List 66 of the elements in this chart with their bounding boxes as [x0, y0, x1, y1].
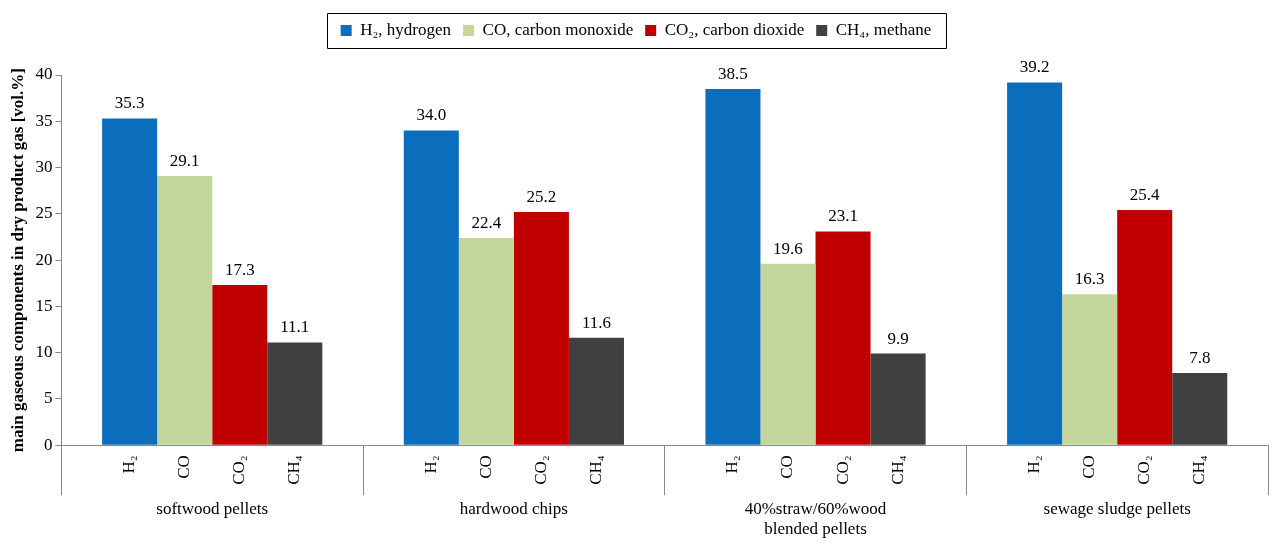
- y-tick-label: 15: [35, 295, 53, 315]
- x-tick-label: hardwood chips: [459, 498, 568, 518]
- text: CH₄: [887, 455, 907, 485]
- bar: [760, 263, 816, 445]
- data-label: 29.1: [169, 150, 200, 170]
- data-label: 19.6: [773, 238, 803, 258]
- bar: [458, 237, 514, 445]
- data-label: 9.9: [887, 328, 909, 348]
- x-tick-label: 40%straw/60%wood blended pellets: [744, 498, 887, 539]
- y-tick-label: 35: [35, 110, 53, 130]
- legend-label: H₂, hydrogen: [360, 19, 452, 39]
- data-label: 17.3: [224, 260, 255, 280]
- y-tick-label: 25: [35, 203, 53, 223]
- y-tick-label: 30: [35, 157, 53, 177]
- bar: [157, 175, 213, 445]
- data-label: 35.3: [114, 93, 145, 113]
- y-axis-title: main gaseous components in dry product gas [vol.%]: [7, 68, 27, 453]
- text: CO₂: [530, 455, 550, 485]
- bar: [403, 130, 459, 445]
- bar: [705, 88, 761, 445]
- text: CO₂: [229, 455, 249, 485]
- bar: [1062, 294, 1118, 445]
- data-label: 34.0: [416, 105, 447, 125]
- text: CO₂: [1134, 455, 1154, 485]
- x-tick-label: softwood pellets: [156, 498, 269, 518]
- data-label: 23.1: [828, 206, 858, 226]
- text: H₂: [119, 455, 139, 474]
- text: CO₂: [832, 455, 852, 485]
- y-tick-label: 40: [35, 64, 53, 84]
- bar: [1117, 210, 1173, 445]
- legend-label: CH₄, methane: [835, 19, 932, 39]
- bar: [815, 231, 871, 445]
- text: CO: [777, 455, 797, 479]
- legend-label: CO₂, carbon dioxide: [664, 19, 805, 39]
- data-label: 11.1: [280, 317, 310, 337]
- bar: [870, 353, 926, 445]
- text: H₂: [1024, 455, 1044, 474]
- bar: [568, 337, 624, 445]
- data-label: 22.4: [471, 212, 502, 232]
- bar: [267, 342, 323, 445]
- data-label: 25.2: [526, 186, 557, 206]
- bar: [102, 118, 158, 445]
- bar: [513, 211, 569, 445]
- text: CO: [1079, 455, 1099, 479]
- text: H₂: [420, 455, 440, 474]
- text: CH₄: [585, 455, 605, 485]
- text: CO: [174, 455, 194, 479]
- text: CO: [475, 455, 495, 479]
- data-label: 38.5: [718, 63, 748, 83]
- legend-label: CO, carbon monoxide: [482, 19, 634, 39]
- y-tick-label: 0: [43, 434, 53, 454]
- data-label: 39.2: [1019, 57, 1050, 77]
- data-label: 7.8: [1189, 347, 1211, 367]
- data-label: 25.4: [1129, 185, 1161, 205]
- text: H₂: [722, 455, 742, 474]
- y-tick-label: 5: [43, 388, 53, 408]
- x-tick-label: sewage sludge pellets: [1043, 498, 1191, 518]
- data-label: 16.3: [1074, 269, 1105, 289]
- bar: [1007, 82, 1063, 445]
- y-tick-label: 10: [35, 342, 53, 362]
- bar: [212, 285, 268, 445]
- data-label: 11.6: [581, 312, 612, 332]
- y-tick-label: 20: [35, 249, 53, 269]
- bar: [1172, 373, 1228, 445]
- text: CH₄: [284, 455, 304, 485]
- text: CH₄: [1189, 455, 1209, 485]
